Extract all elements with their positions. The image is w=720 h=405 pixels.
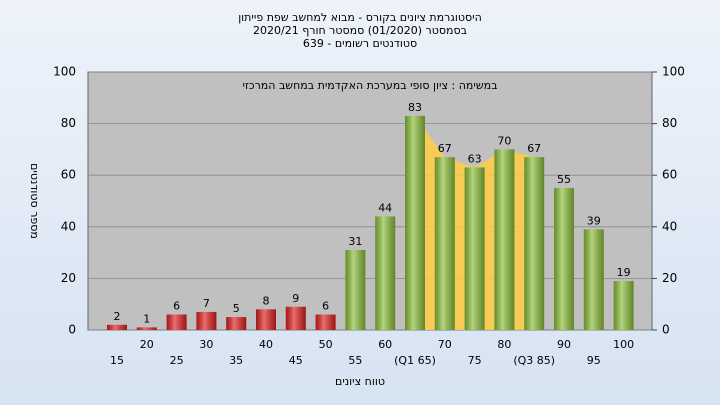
x-tick-label: 40 — [259, 338, 273, 351]
x-tick-label: 15 — [110, 354, 124, 367]
x-tick-label: 70 — [438, 338, 452, 351]
bar-shade — [136, 327, 157, 330]
x-tick-label: 100 — [613, 338, 634, 351]
bar-shade — [375, 216, 396, 330]
data-label: 55 — [557, 173, 571, 186]
x-tick-label: 25 — [170, 354, 184, 367]
data-label: 70 — [497, 134, 511, 147]
bar-shade — [554, 188, 574, 330]
x-tick-label: 55 — [348, 354, 362, 367]
data-label: 7 — [203, 297, 210, 310]
bar-shade — [285, 306, 306, 330]
data-label: 2 — [114, 310, 121, 323]
x-tick-label: 95 — [587, 354, 601, 367]
bar-shade — [345, 250, 366, 330]
data-label: 31 — [348, 235, 362, 248]
x-axis-label: טווח ציונים — [335, 375, 385, 388]
y-tick-label: 0 — [68, 323, 76, 337]
x-tick-label: 75 — [468, 354, 482, 367]
y-tick-label: 80 — [61, 116, 76, 130]
y2-tick-label: 40 — [662, 219, 677, 233]
chart-subtitle: סטודנטים רשומים - 639 — [303, 37, 417, 50]
y-tick-label: 40 — [61, 219, 76, 233]
y2-tick-label: 0 — [662, 323, 670, 337]
x-tick-label: (Q3 85) — [513, 354, 555, 367]
bar-shade — [405, 115, 425, 330]
data-label: 6 — [173, 300, 180, 313]
x-tick-label: 90 — [557, 338, 571, 351]
x-tick-label: 80 — [497, 338, 511, 351]
chart-subtitle: בסמסטר (01/2020) סמסטר חורף 2020/21 — [253, 24, 467, 37]
y-tick-label: 20 — [61, 271, 76, 285]
bar-shade — [464, 167, 485, 330]
bar-shade — [494, 149, 515, 330]
x-tick-label: 50 — [319, 338, 333, 351]
bar-shade — [613, 280, 634, 330]
bar-shade — [256, 309, 276, 330]
y-tick-label: 60 — [61, 168, 76, 182]
y2-tick-label: 100 — [662, 65, 685, 79]
bar-shade — [315, 314, 336, 330]
data-label: 83 — [408, 101, 422, 114]
x-tick-label: (Q1 65) — [394, 354, 436, 367]
bar-shade — [196, 311, 217, 330]
data-label: 39 — [587, 214, 601, 227]
x-tick-label: 30 — [199, 338, 213, 351]
bar-shade — [107, 324, 127, 330]
y-tick-label: 100 — [53, 65, 76, 79]
bar-shade — [524, 157, 545, 330]
bar-shade — [226, 317, 247, 330]
data-label: 63 — [468, 152, 482, 165]
bar-shade — [434, 157, 455, 330]
data-label: 5 — [233, 302, 240, 315]
bar-shade — [166, 314, 187, 330]
data-label: 1 — [143, 312, 150, 325]
data-label: 8 — [263, 294, 270, 307]
y2-tick-label: 80 — [662, 116, 677, 130]
y-axis-label: מספר סטודנטים — [28, 163, 41, 239]
x-tick-label: 35 — [229, 354, 243, 367]
annotation: במשימה : ציון סופי במערכת האקדמית במחשב … — [243, 79, 498, 92]
data-label: 44 — [378, 201, 392, 214]
x-tick-label: 20 — [140, 338, 154, 351]
x-tick-label: 60 — [378, 338, 392, 351]
y2-tick-label: 20 — [662, 271, 677, 285]
data-label: 6 — [322, 300, 329, 313]
data-label: 19 — [617, 266, 631, 279]
bar-shade — [583, 229, 604, 330]
data-label: 67 — [438, 142, 452, 155]
data-label: 67 — [527, 142, 541, 155]
chart-title: היסטוגרמת ציונים בקורס - מבוא למחשב שפת … — [238, 11, 482, 24]
data-label: 9 — [292, 292, 299, 305]
y2-tick-label: 60 — [662, 168, 677, 182]
x-tick-label: 45 — [289, 354, 303, 367]
